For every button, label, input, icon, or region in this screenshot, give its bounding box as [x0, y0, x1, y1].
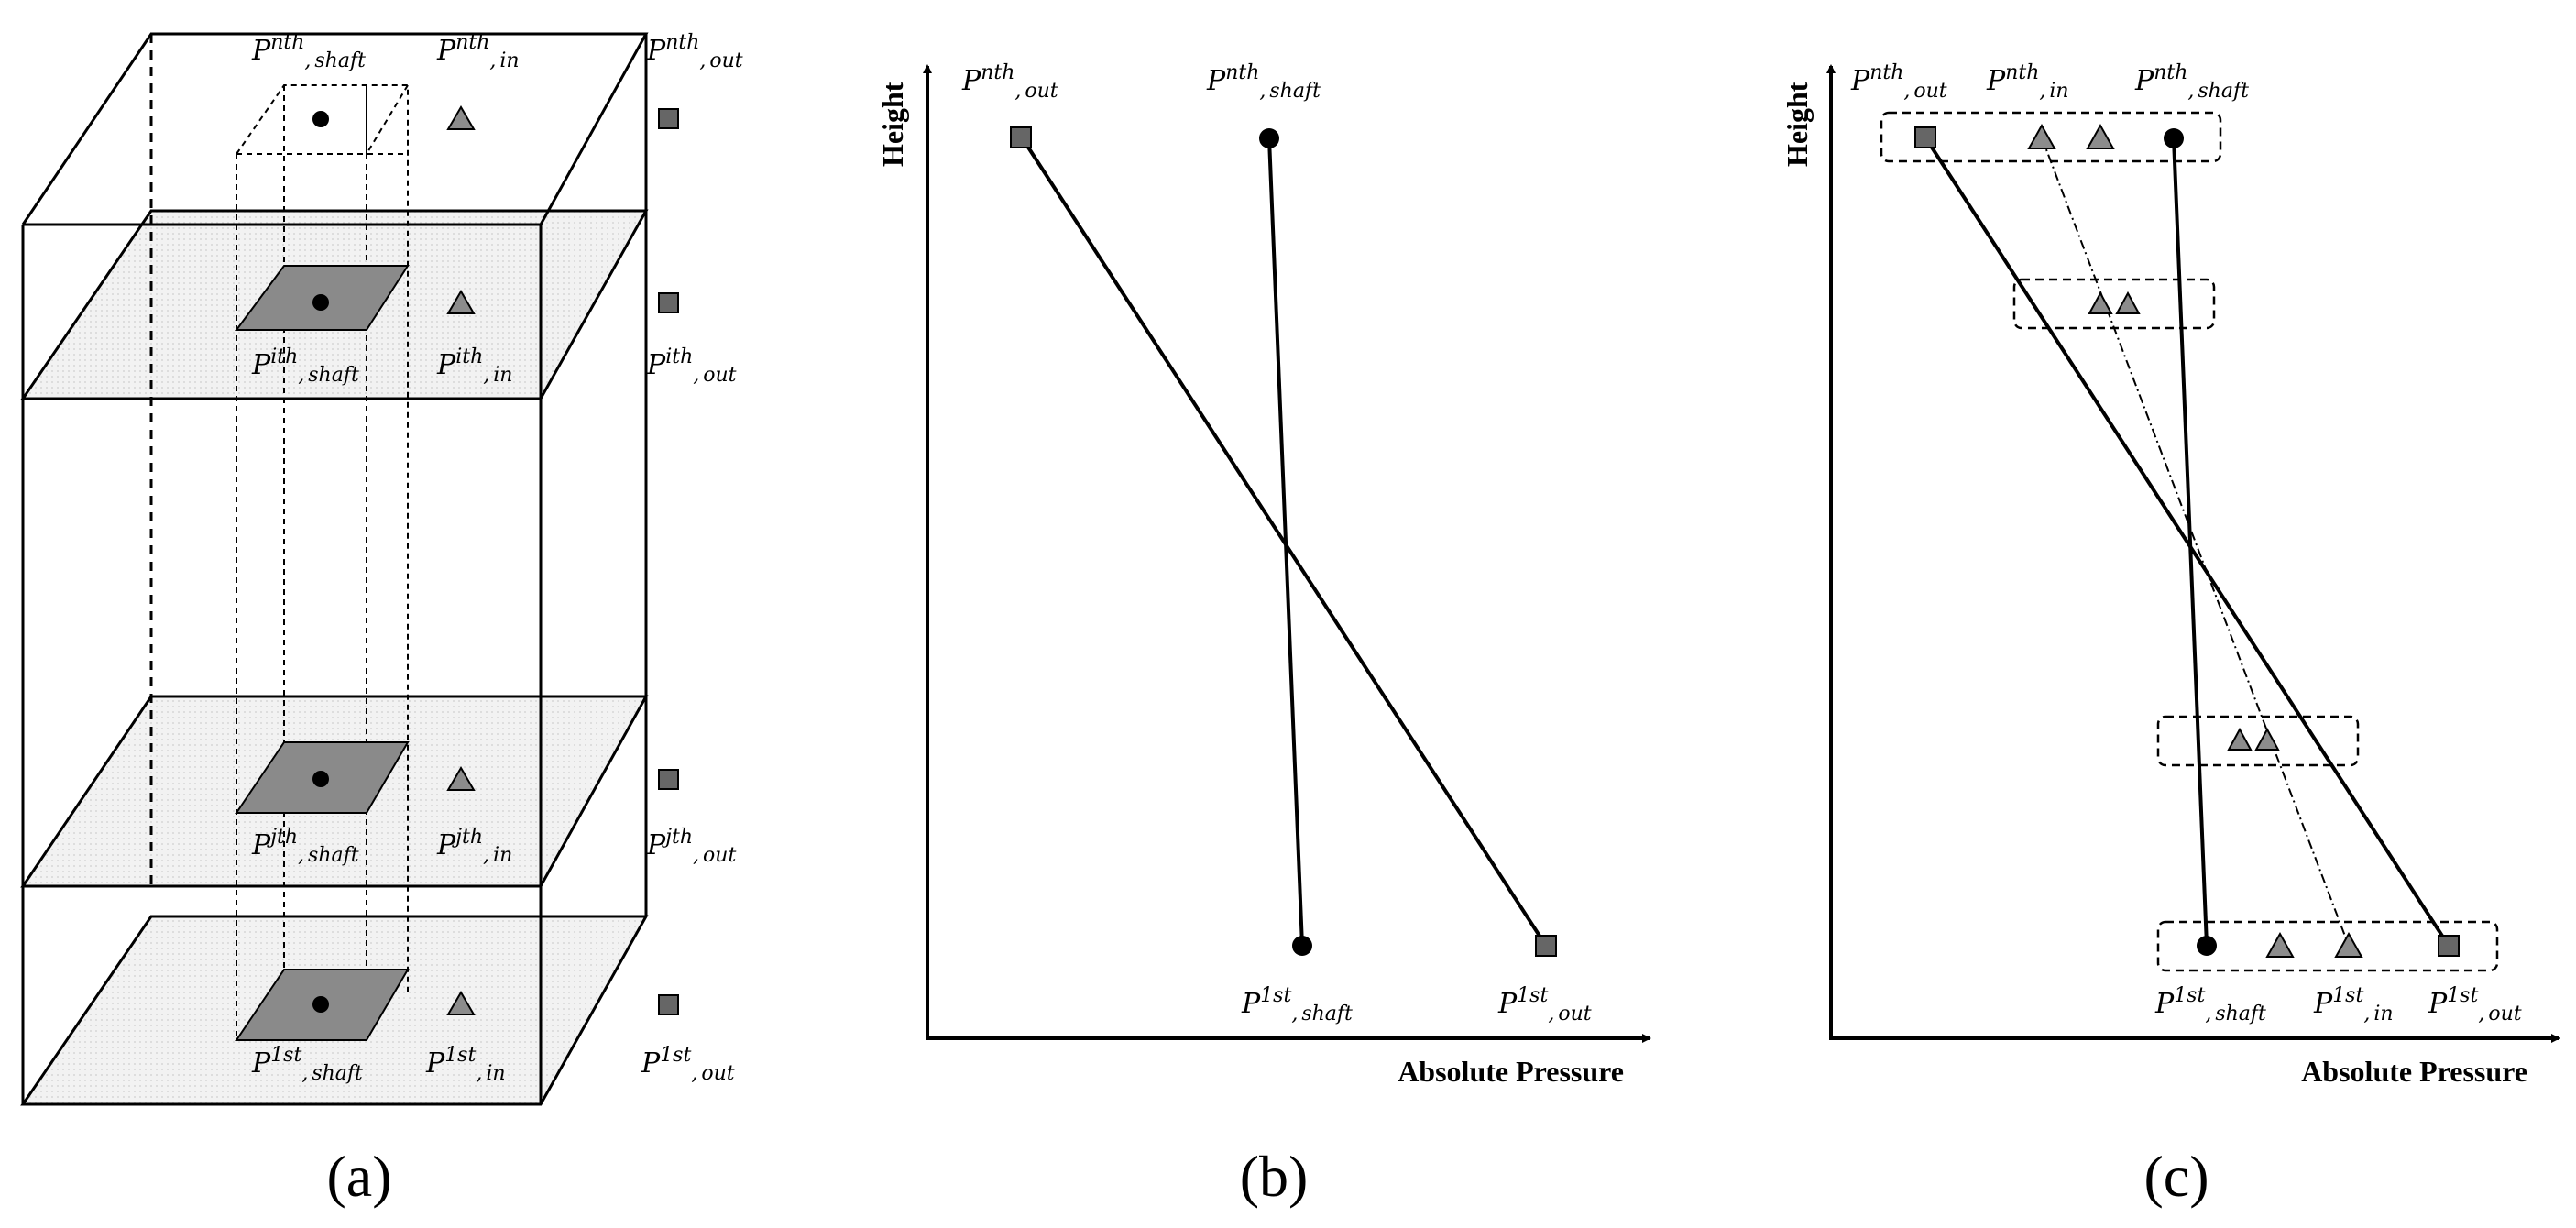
label-a-j-shaft: Pjth, shaft	[251, 826, 359, 867]
point-c-1st-in-2	[2334, 931, 2363, 958]
label-b-n-out: Pnth, out	[961, 61, 1058, 103]
point-b-n-out	[1010, 126, 1032, 148]
panel-label-c: (c)	[2143, 1144, 2209, 1209]
building-top-face	[21, 32, 649, 225]
label-b-1st-shaft: P1st, shaft	[1241, 984, 1353, 1025]
point-c-1st-out	[2438, 935, 2460, 957]
label-a-n-out: Pnth, out	[646, 31, 743, 72]
outside-point-i	[658, 292, 679, 313]
label-a-1st-out: P1st, out	[641, 1044, 735, 1085]
point-b-1st-shaft	[1292, 936, 1312, 956]
label-b-n-shaft: Pnth, shaft	[1206, 61, 1321, 103]
point-c-j-in-1	[2227, 727, 2253, 751]
label-a-i-shaft: Pith, shaft	[251, 345, 359, 387]
label-a-1st-shaft: P1st, shaft	[251, 1044, 363, 1085]
label-a-j-out: Pjth, out	[646, 826, 736, 867]
point-c-i-in-2	[2115, 291, 2141, 314]
point-c-i-in-1	[2088, 291, 2113, 314]
label-a-1st-in: P1st, in	[425, 1044, 506, 1085]
shaft	[236, 84, 409, 1040]
panel-label-a: (a)	[326, 1144, 391, 1209]
inside-point-j	[446, 766, 476, 791]
line-c-shaft	[2172, 137, 2209, 947]
line-b-shaft	[1267, 137, 1304, 947]
point-c-1st-shaft	[2197, 936, 2217, 956]
point-c-n-shaft	[2164, 128, 2184, 148]
label-c-n-out: Pnth, out	[1850, 61, 1947, 103]
label-c-n-in: Pnth, in	[1986, 61, 2069, 103]
panel-label-b: (b)	[1240, 1144, 1309, 1209]
label-a-n-shaft: Pnth, shaft	[251, 31, 366, 72]
shaft-point-1st	[312, 996, 329, 1013]
group-box-j	[2156, 715, 2360, 767]
x-axis-label-b: Absolute Pressure	[1398, 1055, 1624, 1088]
outside-point-n	[658, 108, 679, 129]
label-c-n-shaft: Pnth, shaft	[2134, 61, 2249, 103]
line-c-outside	[1924, 136, 2450, 948]
panel-b-graph: Height Absolute Pressure Pnth, out Pnth, s…	[876, 61, 1651, 1209]
y-axis-label-c: Height	[1781, 82, 1814, 167]
label-b-1st-out: P1st, out	[1497, 984, 1592, 1025]
label-a-i-in: Pith, in	[436, 345, 512, 387]
label-c-1st-out: P1st, out	[2428, 984, 2522, 1025]
point-c-1st-in-1	[2265, 931, 2295, 958]
inside-point-1st	[446, 991, 476, 1015]
point-c-n-in-2	[2086, 123, 2115, 149]
outside-point-1st	[658, 994, 679, 1015]
point-b-1st-out	[1535, 935, 1557, 957]
label-c-1st-in: P1st, in	[2313, 984, 2394, 1025]
label-a-i-out: Pith, out	[646, 345, 737, 387]
y-axis-label-b: Height	[876, 82, 909, 167]
panel-c-graph: Height Absolute Pressure Pnth, out Pnth, i…	[1781, 61, 2560, 1209]
outside-point-j	[658, 769, 679, 790]
inside-point-n	[446, 105, 476, 130]
point-c-j-in-2	[2254, 727, 2280, 751]
shaft-point-i	[312, 294, 329, 311]
shaft-point-j	[312, 771, 329, 787]
label-a-j-in: Pjth, in	[436, 826, 512, 867]
point-b-n-shaft	[1259, 128, 1279, 148]
x-axis-label-c: Absolute Pressure	[2301, 1055, 2527, 1088]
line-c-inside	[2041, 137, 2350, 947]
label-a-n-in: Pnth, in	[436, 31, 520, 72]
panel-a-building: Pnth, shaft Pnth, in Pnth, out Pith, shaft P…	[20, 31, 743, 1209]
label-c-1st-shaft: P1st, shaft	[2154, 984, 2266, 1025]
point-c-n-in-1	[2027, 123, 2056, 149]
point-c-n-out	[1914, 126, 1936, 148]
shaft-point-n	[312, 111, 329, 127]
group-box-1st	[2156, 920, 2499, 972]
inside-point-i	[446, 290, 476, 314]
